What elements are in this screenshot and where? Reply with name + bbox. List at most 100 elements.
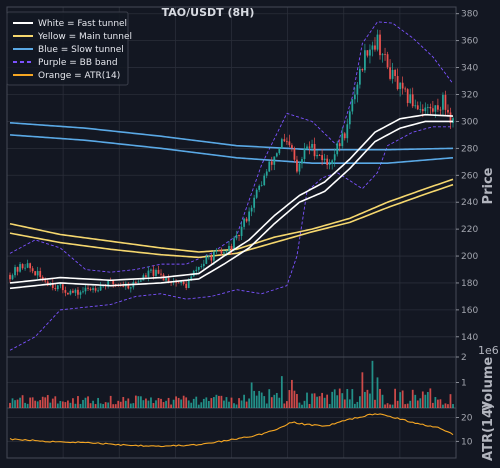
tick-label: 20: [461, 414, 473, 424]
candle-body: [182, 281, 185, 284]
candle-body: [29, 263, 32, 269]
candle: [11, 273, 14, 281]
candle: [36, 266, 39, 279]
candle-body: [313, 144, 316, 157]
volume-bar: [24, 402, 26, 408]
volume-bar: [160, 398, 162, 408]
candle-body: [421, 109, 424, 112]
tick-label: 220: [461, 225, 478, 235]
volume-bar: [170, 404, 172, 408]
candle: [67, 292, 69, 295]
candle: [21, 263, 24, 270]
volume-bar: [434, 397, 437, 408]
volume-bar: [150, 397, 152, 408]
fast-tunnel-series: [9, 113, 454, 290]
tick-label: 200: [461, 252, 478, 262]
volume-bar: [444, 403, 447, 408]
volume-bar: [384, 404, 386, 408]
volume-bar: [293, 390, 296, 408]
volume-bar: [343, 399, 346, 408]
volume-bar: [331, 391, 334, 408]
volume-bar: [175, 396, 178, 408]
candle: [14, 264, 16, 278]
candle-body: [145, 275, 147, 277]
volume-bar: [364, 391, 366, 408]
candle-body: [99, 286, 102, 291]
candle: [306, 144, 308, 150]
candle-body: [386, 54, 389, 68]
volume-bar: [265, 403, 268, 408]
volume-bar: [233, 403, 235, 408]
candle: [268, 161, 271, 173]
tick-label: 300: [461, 117, 478, 127]
candle-body: [404, 88, 407, 90]
candle-body: [235, 234, 238, 239]
candle-body: [268, 161, 271, 172]
legend-label-bb: Purple = BB band: [38, 58, 118, 68]
volume-bar: [371, 360, 374, 408]
candle-body: [328, 164, 331, 165]
candle-body: [288, 141, 291, 146]
volume-bar: [396, 400, 399, 408]
volume-bar: [134, 395, 137, 408]
candle-body: [298, 163, 301, 172]
volume-bar: [218, 395, 220, 408]
candle-body: [180, 281, 183, 284]
tick-label: 340: [461, 64, 478, 74]
volume-bar: [129, 403, 132, 408]
candle: [426, 103, 429, 115]
candle: [82, 287, 84, 294]
candle: [230, 243, 233, 255]
candle: [396, 68, 399, 91]
volume-bar: [288, 390, 291, 408]
candle: [326, 154, 329, 170]
tick-label: 280: [461, 144, 478, 154]
volume-bar: [353, 403, 356, 408]
candle: [92, 285, 94, 293]
candle-body: [406, 89, 409, 103]
volume-bar: [99, 403, 102, 408]
candle-body: [301, 159, 303, 164]
volume-bar: [205, 397, 208, 408]
volume-bar: [399, 392, 402, 408]
candle-body: [225, 250, 228, 253]
volume-bar: [112, 404, 115, 408]
volume-bar: [447, 404, 449, 408]
candle: [316, 149, 318, 159]
candle: [84, 284, 87, 295]
candle-body: [200, 266, 203, 267]
candle-body: [36, 271, 39, 276]
candle-body: [389, 67, 391, 79]
legend: White = Fast tunnel Yellow = Main tunnel…: [6, 11, 132, 86]
volume-bar: [228, 401, 230, 408]
candle-body: [64, 290, 67, 293]
candle: [64, 286, 67, 297]
candle-body: [341, 133, 344, 147]
volume-bar: [336, 395, 339, 408]
volume-bar: [180, 399, 183, 408]
candle-body: [437, 105, 439, 110]
candle-body: [14, 267, 16, 276]
volume-scale-label: 1e6: [478, 344, 499, 357]
candle: [328, 159, 331, 170]
volume-bar: [351, 389, 354, 408]
candle: [87, 284, 89, 292]
tick-label: 360: [461, 37, 478, 47]
volume-bar: [301, 404, 303, 408]
candle-body: [331, 160, 334, 165]
candle: [107, 279, 110, 289]
volume-bar: [406, 403, 409, 408]
volume-bar: [280, 376, 283, 408]
volume-bar: [195, 396, 198, 408]
volume-bar: [61, 401, 64, 408]
volume-bar: [452, 404, 454, 408]
volume-bar: [275, 392, 278, 408]
candle: [288, 134, 291, 148]
candle: [51, 279, 54, 291]
candle-body: [306, 146, 308, 149]
tick-label: 240: [461, 198, 478, 208]
candle: [207, 254, 210, 260]
candle: [447, 104, 449, 117]
candle: [112, 279, 115, 288]
